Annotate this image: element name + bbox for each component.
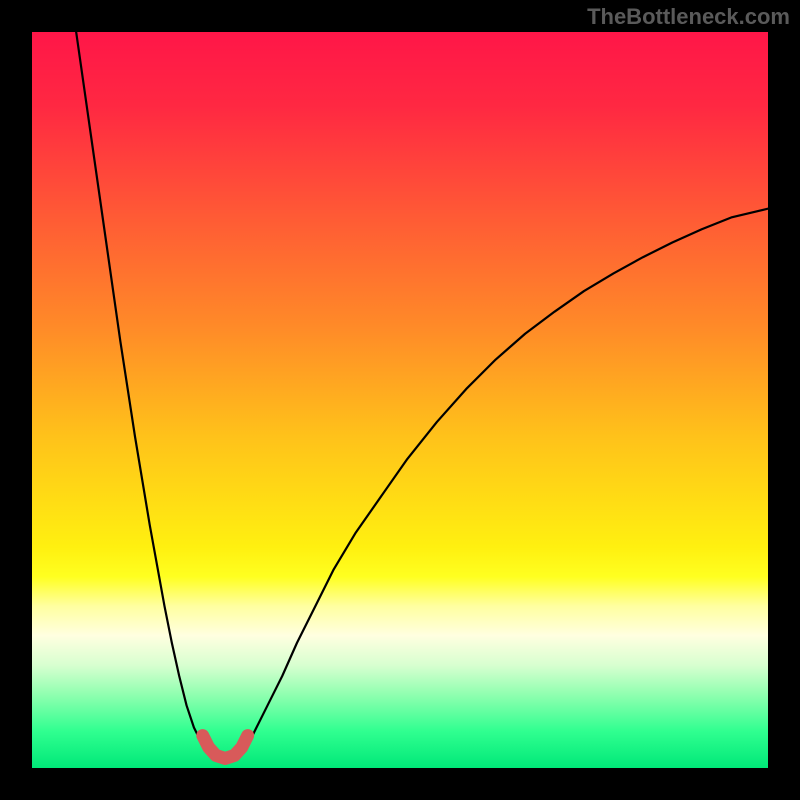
plot-area bbox=[32, 32, 768, 768]
bottleneck-chart bbox=[32, 32, 768, 768]
watermark-label: TheBottleneck.com bbox=[587, 4, 790, 30]
chart-frame: TheBottleneck.com bbox=[0, 0, 800, 800]
